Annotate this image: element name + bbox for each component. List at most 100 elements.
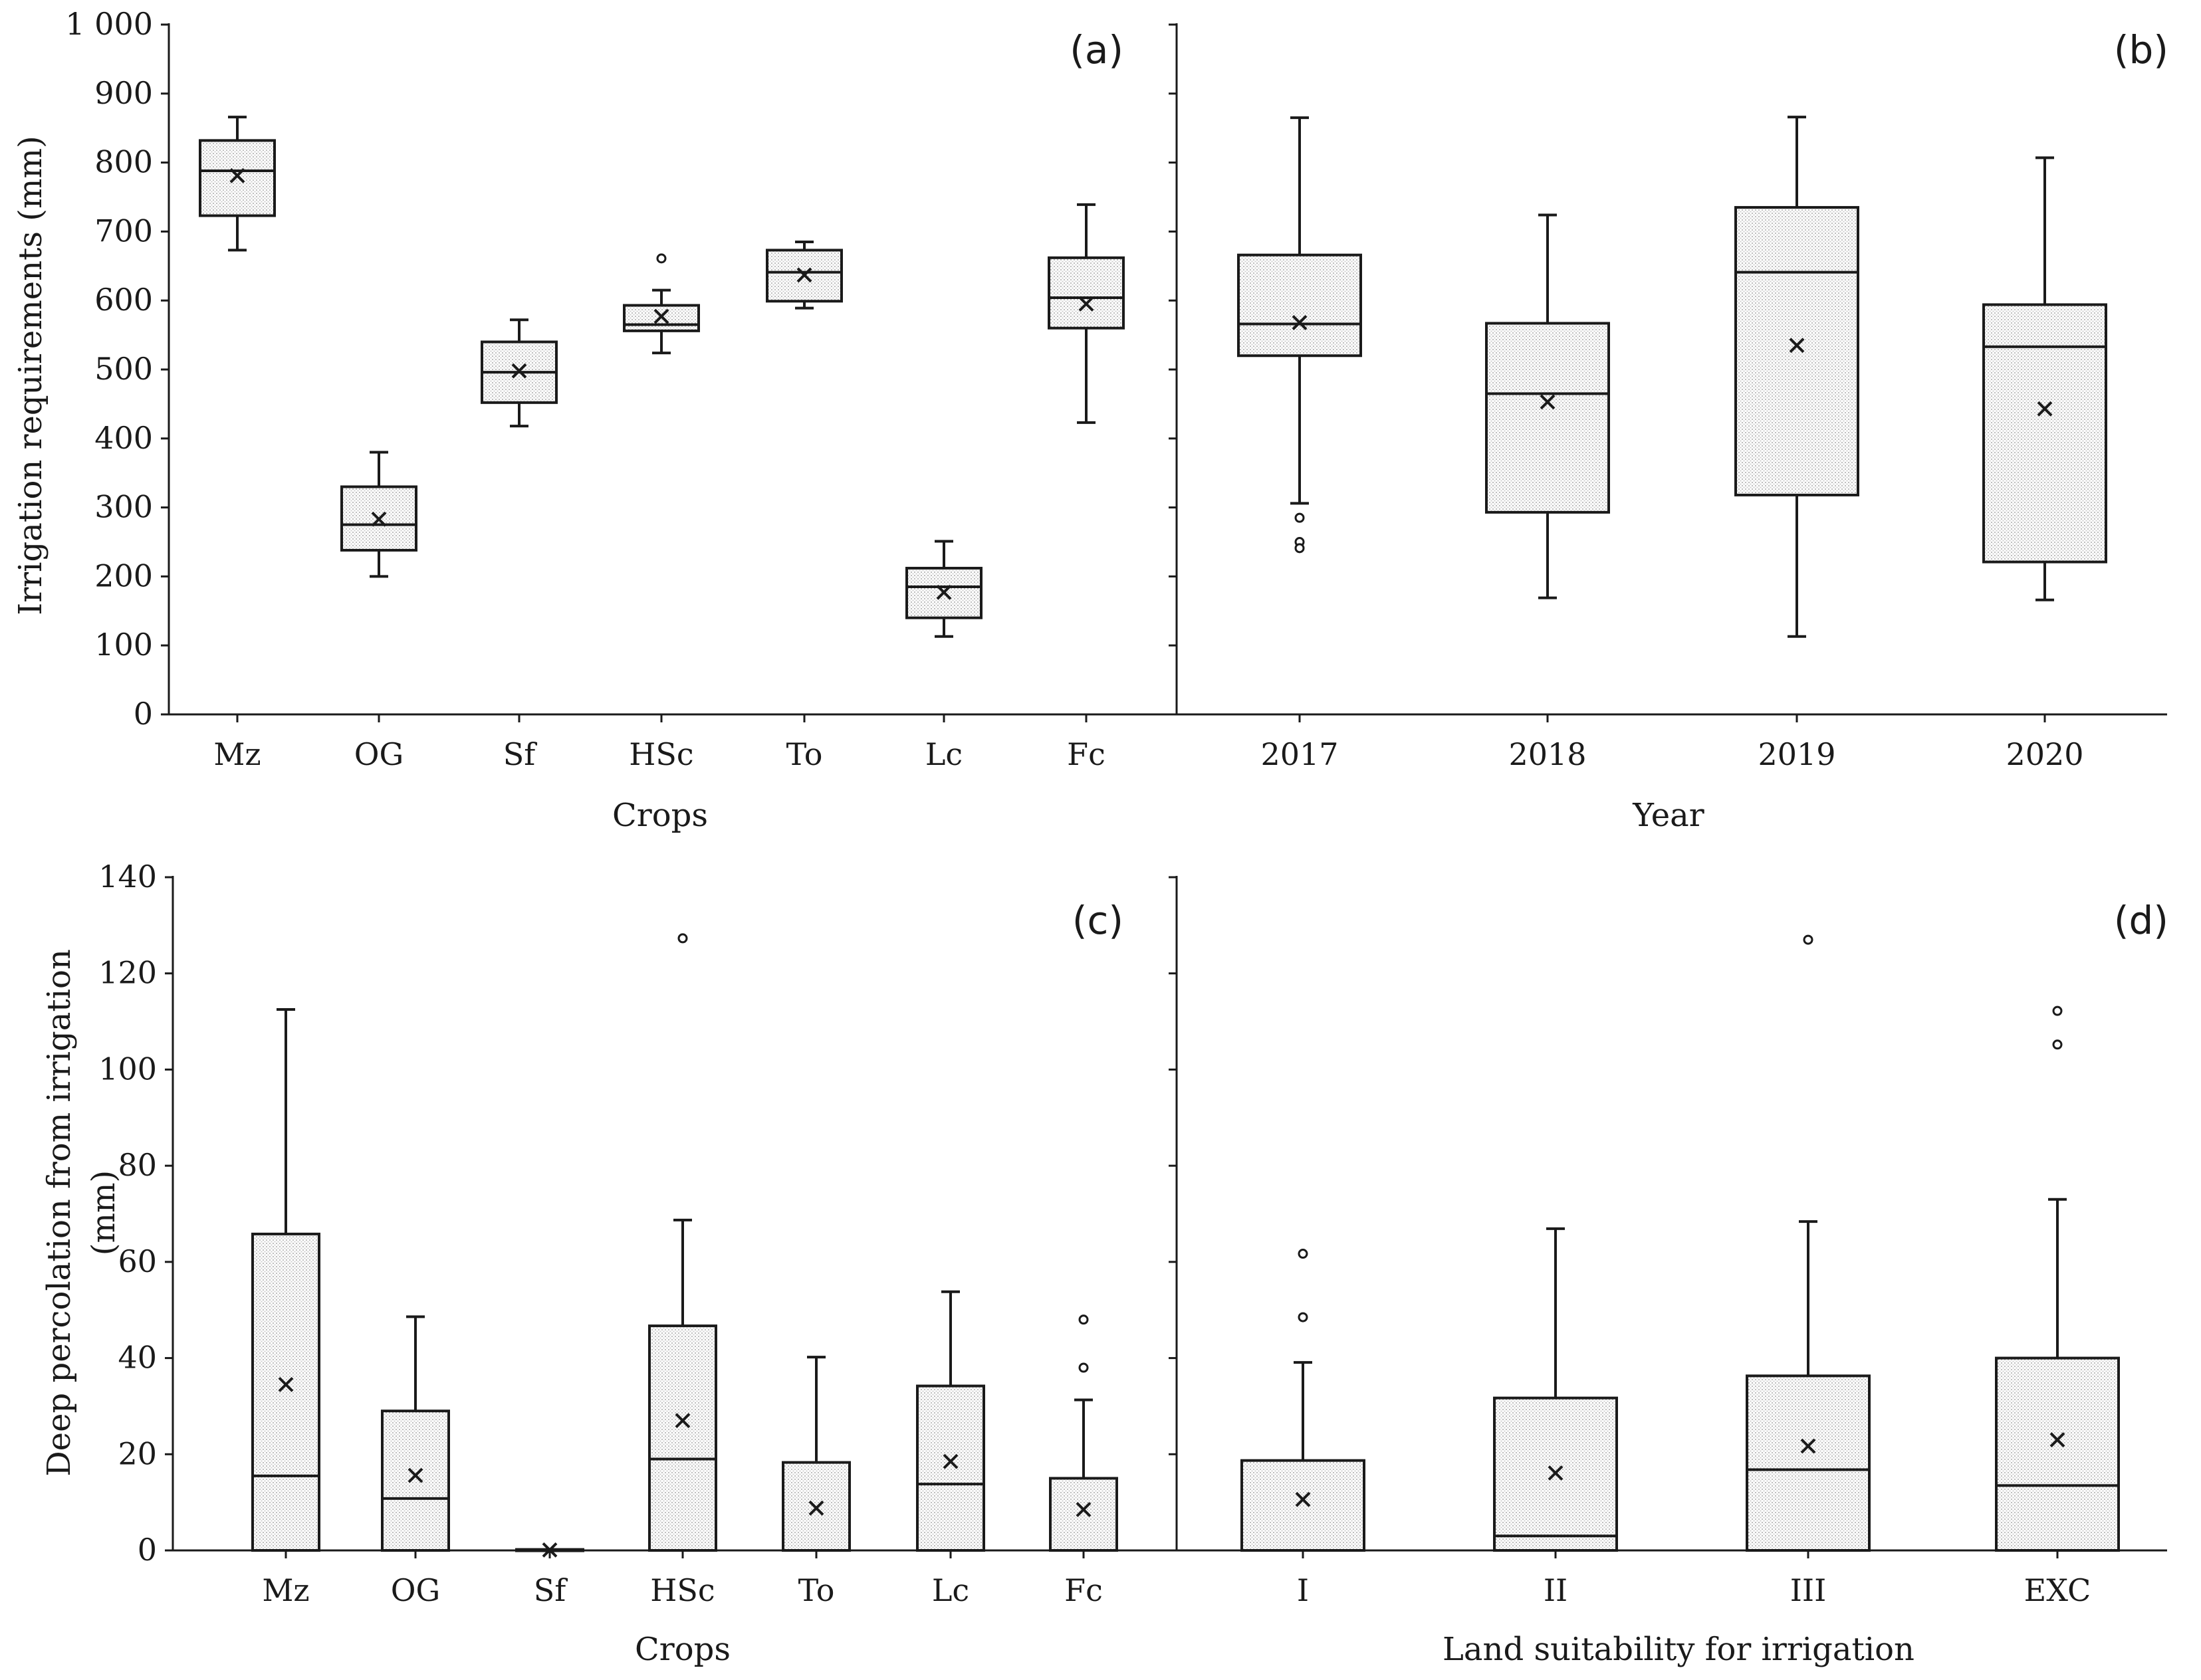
panel-d-xtick-label: II bbox=[1544, 1572, 1567, 1608]
panel-c-ytick-label: 120 bbox=[98, 955, 157, 991]
box-OG bbox=[381, 1410, 450, 1552]
mean-stroke bbox=[653, 308, 669, 324]
box-mean-marker bbox=[936, 584, 952, 600]
mean-stroke bbox=[796, 267, 812, 283]
box-Fc bbox=[1048, 256, 1125, 330]
mean-stroke bbox=[1295, 1491, 1311, 1507]
panel-c-ytick-label: 140 bbox=[98, 859, 157, 894]
mean-stroke bbox=[2037, 401, 2053, 417]
panel-d-xtick-label: I bbox=[1297, 1572, 1309, 1608]
box-outlier bbox=[2052, 1005, 2063, 1016]
box-mean-marker bbox=[1295, 1491, 1311, 1507]
mean-stroke bbox=[1292, 315, 1308, 330]
mean-stroke bbox=[1540, 394, 1556, 410]
panel-a-label: (a) bbox=[1070, 27, 1123, 72]
panel-c-xtick-label: To bbox=[798, 1572, 835, 1608]
box-mean-marker bbox=[2049, 1432, 2065, 1447]
panel-c-ylabel-line2: (mm) bbox=[85, 1170, 122, 1255]
panel-a-ytick-label: 0 bbox=[134, 696, 153, 732]
mean-stroke bbox=[542, 1542, 558, 1558]
box-mean-marker bbox=[511, 363, 527, 379]
panel-a-ytick-label: 1 000 bbox=[65, 6, 153, 42]
box-outlier bbox=[1078, 1362, 1089, 1373]
panel-a-xtick-label: Fc bbox=[1067, 736, 1105, 772]
mean-stroke bbox=[1548, 1465, 1564, 1481]
box-Fc bbox=[1049, 1477, 1118, 1552]
panel-a-ytick-label: 500 bbox=[94, 351, 153, 387]
box-mean-marker bbox=[371, 511, 387, 527]
box-outlier bbox=[1803, 934, 1813, 945]
box-mean-marker bbox=[1076, 1502, 1092, 1517]
panel-d-label: (d) bbox=[2114, 898, 2168, 943]
panel-a-ytick-label: 400 bbox=[94, 420, 153, 456]
box-EXC bbox=[1995, 1356, 2120, 1552]
panel-d-xlabel: Land suitability for irrigation bbox=[1443, 1631, 1914, 1668]
box-Mz bbox=[251, 1232, 320, 1552]
box-mean-marker bbox=[1540, 394, 1556, 410]
box-Mz bbox=[199, 139, 276, 217]
panel-a-xtick-label: HSc bbox=[629, 736, 693, 772]
box-2019 bbox=[1734, 206, 1859, 496]
panel-a-xlabel: Crops bbox=[612, 797, 708, 834]
panel-a-ytick-label: 200 bbox=[94, 558, 153, 593]
panel-c-ylabel-line1: Deep percolation from irrigation bbox=[41, 949, 78, 1477]
box-outlier bbox=[1078, 1314, 1089, 1325]
panel-a-ytick-label: 800 bbox=[94, 144, 153, 180]
box-outlier bbox=[1298, 1249, 1308, 1259]
mean-stroke bbox=[936, 584, 952, 600]
panel-a-ytick-label: 600 bbox=[94, 282, 153, 318]
box-HSc bbox=[648, 1324, 717, 1552]
box-outlier bbox=[1294, 543, 1305, 554]
mean-stroke bbox=[511, 363, 527, 379]
panel-c-ytick-label: 40 bbox=[118, 1340, 157, 1376]
panel-c-ytick-label: 100 bbox=[98, 1051, 157, 1087]
box-mean-marker bbox=[1548, 1465, 1564, 1481]
box-outlier bbox=[1298, 1312, 1308, 1322]
mean-stroke bbox=[278, 1376, 294, 1392]
mean-stroke bbox=[1078, 296, 1094, 312]
panel-d-xtick-label: III bbox=[1790, 1572, 1827, 1608]
panel-c-xtick-label: Mz bbox=[262, 1572, 309, 1608]
box-mean-marker bbox=[808, 1500, 824, 1516]
box-outlier bbox=[656, 253, 667, 264]
panel-b-xtick-label: 2019 bbox=[1758, 736, 1835, 772]
panel-c-ytick-label: 60 bbox=[118, 1243, 157, 1279]
panel-c-xtick-label: Sf bbox=[534, 1572, 568, 1608]
panel-c-ytick-label: 80 bbox=[118, 1147, 157, 1183]
panel-b-xlabel: Year bbox=[1632, 797, 1704, 834]
box-mean-marker bbox=[278, 1376, 294, 1392]
panel-a-xtick-label: Sf bbox=[503, 736, 538, 772]
panel-c-ytick-label: 0 bbox=[138, 1532, 157, 1568]
panel-a-ytick-label: 700 bbox=[94, 213, 153, 249]
box-III bbox=[1746, 1374, 1871, 1552]
panel-a-ytick-label: 900 bbox=[94, 75, 153, 111]
panel-a-xtick-label: Mz bbox=[213, 736, 261, 772]
panel-b: 2017 2018 2019 2020 bbox=[1169, 23, 2167, 772]
panel-a-ytick-label: 300 bbox=[94, 489, 153, 525]
mean-stroke bbox=[407, 1467, 423, 1483]
mean-stroke bbox=[943, 1453, 959, 1469]
box-mean-marker bbox=[653, 308, 669, 324]
mean-stroke bbox=[2049, 1432, 2065, 1447]
panel-b-xtick-label: 2020 bbox=[2006, 736, 2083, 772]
mean-stroke bbox=[1789, 338, 1805, 354]
box-Lc bbox=[916, 1384, 985, 1552]
panel-c-xtick-label: Lc bbox=[932, 1572, 969, 1608]
box-outlier bbox=[677, 933, 688, 944]
panel-c: 0 20 40 60 80 100 120 140 Mz OG Sf HSc To Lc Fc bbox=[98, 859, 1170, 1608]
panel-b-label: (b) bbox=[2114, 27, 2168, 72]
panel-a-xtick-label: Lc bbox=[925, 736, 963, 772]
box-I bbox=[1240, 1459, 1365, 1552]
box-mean-marker bbox=[796, 267, 812, 283]
mean-stroke bbox=[229, 167, 245, 183]
panel-a: 0 100 200 300 400 500 600 700 800 900 1 000 Mz OG Sf H… bbox=[65, 6, 1170, 772]
panel-a-xtick-label: To bbox=[786, 736, 823, 772]
panel-b-xtick-label: 2018 bbox=[1508, 736, 1586, 772]
box-mean-marker bbox=[407, 1467, 423, 1483]
mean-stroke bbox=[371, 511, 387, 527]
panel-c-xtick-label: OG bbox=[391, 1572, 440, 1608]
box-mean-marker bbox=[943, 1453, 959, 1469]
panel-d: I II III EXC bbox=[1169, 876, 2167, 1608]
